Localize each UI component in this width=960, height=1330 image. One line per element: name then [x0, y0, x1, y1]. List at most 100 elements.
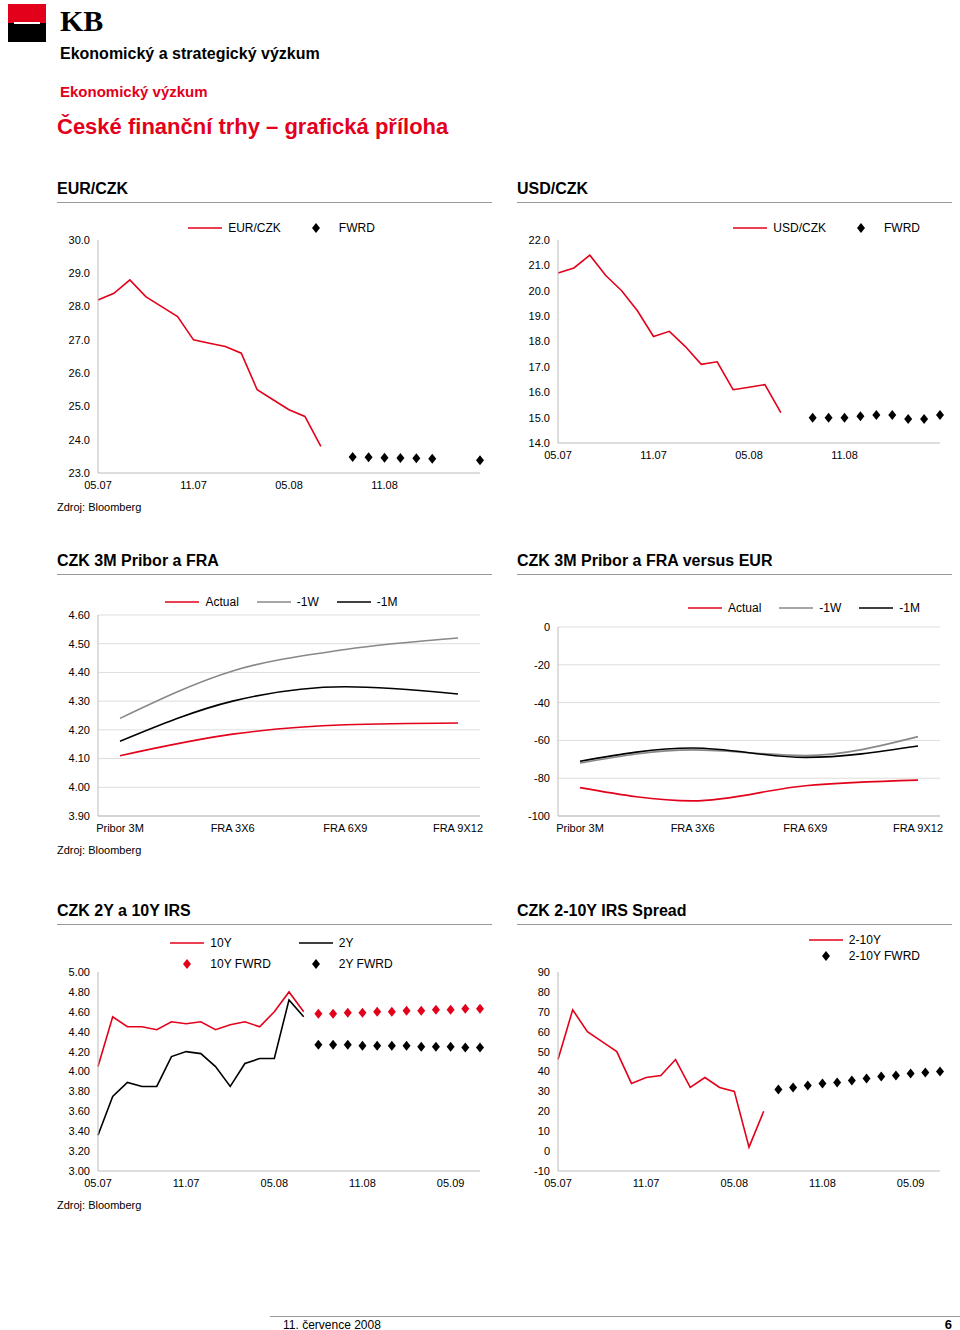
svg-text:Pribor 3M: Pribor 3M [96, 822, 144, 834]
html-text:České finanční trhy – grafická: České finanční trhy – grafická příloha [57, 114, 449, 139]
svg-text:3.00: 3.00 [69, 1165, 90, 1177]
html-text:10Y: 10Y [210, 935, 232, 950]
svg-text:Pribor 3M: Pribor 3M [556, 822, 604, 834]
svg-text:20.0: 20.0 [529, 285, 550, 297]
svg-text:27.0: 27.0 [69, 334, 90, 346]
svg-text:-40: -40 [534, 697, 550, 709]
html-text:Ekonomický výzkum: Ekonomický výzkum [60, 83, 208, 100]
svg-text:05.07: 05.07 [544, 1177, 572, 1189]
svg-text:19.0: 19.0 [529, 310, 550, 322]
svg-text:11.07: 11.07 [173, 1177, 200, 1189]
html-text:2Y FWRD: 2Y FWRD [338, 956, 393, 971]
svg-text:3.80: 3.80 [69, 1085, 90, 1097]
html-text:CZK 2Y a 10Y IRS: CZK 2Y a 10Y IRS [57, 902, 191, 919]
svg-text:4.60: 4.60 [69, 1006, 90, 1018]
svg-text:11.08: 11.08 [349, 1177, 376, 1189]
svg-text:30.0: 30.0 [69, 234, 90, 246]
html-text:-1M: -1M [376, 595, 398, 609]
svg-text:21.0: 21.0 [529, 259, 550, 271]
svg-text:05.08: 05.08 [261, 1177, 289, 1189]
html-text:CZK 3M Pribor a FRA versus EUR: CZK 3M Pribor a FRA versus EUR [517, 552, 773, 569]
svg-text:4.10: 4.10 [69, 752, 90, 764]
svg-text:FRA 6X9: FRA 6X9 [323, 822, 367, 834]
svg-text:30: 30 [538, 1085, 550, 1097]
svg-text:16.0: 16.0 [529, 386, 550, 398]
html-text:FWRD: FWRD [884, 221, 920, 235]
svg-text:40: 40 [538, 1065, 550, 1077]
svg-text:3.60: 3.60 [69, 1105, 90, 1117]
svg-text:05.09: 05.09 [897, 1177, 925, 1189]
svg-text:18.0: 18.0 [529, 335, 550, 347]
svg-text:-80: -80 [534, 772, 550, 784]
svg-text:-20: -20 [534, 659, 550, 671]
svg-text:4.40: 4.40 [69, 666, 90, 678]
svg-text:11.07: 11.07 [640, 449, 667, 461]
svg-text:80: 80 [538, 986, 550, 998]
html-text:-1W: -1W [296, 595, 319, 609]
html-text:2Y: 2Y [338, 935, 354, 950]
html-text:CZK 2-10Y IRS Spread: CZK 2-10Y IRS Spread [517, 902, 687, 919]
html-text:CZK 3M Pribor a FRA: CZK 3M Pribor a FRA [57, 552, 219, 569]
html-text:Actual: Actual [205, 595, 239, 609]
svg-text:29.0: 29.0 [69, 267, 90, 279]
svg-text:FRA 3X6: FRA 3X6 [671, 822, 715, 834]
svg-text:5.00: 5.00 [69, 966, 90, 978]
svg-text:0: 0 [544, 1145, 550, 1157]
svg-text:11.08: 11.08 [809, 1177, 836, 1189]
svg-text:0: 0 [544, 621, 550, 633]
html-text:Ekonomický a strategický výzku: Ekonomický a strategický výzkum [60, 45, 320, 62]
svg-text:20: 20 [538, 1105, 550, 1117]
svg-text:14.0: 14.0 [529, 437, 550, 449]
svg-text:4.80: 4.80 [69, 986, 90, 998]
svg-text:60: 60 [538, 1026, 550, 1038]
svg-text:3.20: 3.20 [69, 1145, 90, 1157]
svg-text:11.07: 11.07 [633, 1177, 660, 1189]
svg-text:FRA 6X9: FRA 6X9 [783, 822, 827, 834]
svg-text:4.00: 4.00 [69, 1065, 90, 1077]
html-text:FWRD: FWRD [338, 221, 375, 235]
svg-text:17.0: 17.0 [529, 361, 550, 373]
svg-text:11.08: 11.08 [831, 449, 858, 461]
svg-text:50: 50 [538, 1046, 550, 1058]
svg-text:90: 90 [538, 966, 550, 978]
svg-text:05.08: 05.08 [275, 479, 303, 491]
svg-text:05.07: 05.07 [544, 449, 572, 461]
svg-text:3.40: 3.40 [69, 1125, 90, 1137]
svg-text:22.0: 22.0 [529, 234, 550, 246]
svg-text:FRA 9X12: FRA 9X12 [893, 822, 943, 834]
svg-text:4.40: 4.40 [69, 1026, 90, 1038]
svg-text:FRA 3X6: FRA 3X6 [211, 822, 255, 834]
html-text:EUR/CZK: EUR/CZK [57, 180, 129, 197]
svg-text:11.08: 11.08 [371, 479, 398, 491]
svg-text:05.07: 05.07 [84, 1177, 112, 1189]
html-text:10Y FWRD: 10Y FWRD [210, 956, 271, 971]
svg-text:FRA 9X12: FRA 9X12 [433, 822, 483, 834]
svg-text:24.0: 24.0 [69, 434, 90, 446]
svg-text:05.08: 05.08 [721, 1177, 749, 1189]
svg-text:05.07: 05.07 [84, 479, 112, 491]
svg-text:-10: -10 [534, 1165, 550, 1177]
html-text:USD/CZK: USD/CZK [517, 180, 589, 197]
svg-text:4.20: 4.20 [69, 1046, 90, 1058]
svg-text:05.09: 05.09 [437, 1177, 465, 1189]
svg-text:26.0: 26.0 [69, 367, 90, 379]
svg-text:23.0: 23.0 [69, 467, 90, 479]
svg-text:4.60: 4.60 [69, 609, 90, 621]
svg-text:4.30: 4.30 [69, 695, 90, 707]
html-text:USD/CZK: USD/CZK [773, 221, 826, 235]
html-text:KB: KB [60, 4, 104, 37]
svg-text:-60: -60 [534, 734, 550, 746]
svg-text:28.0: 28.0 [69, 300, 90, 312]
svg-text:4.50: 4.50 [69, 638, 90, 650]
svg-text:25.0: 25.0 [69, 400, 90, 412]
svg-text:11.07: 11.07 [180, 479, 207, 491]
html-text:EUR/CZK: EUR/CZK [228, 221, 281, 235]
svg-text:15.0: 15.0 [529, 412, 550, 424]
svg-text:70: 70 [538, 1006, 550, 1018]
svg-text:05.08: 05.08 [735, 449, 763, 461]
svg-text:-100: -100 [528, 810, 550, 822]
svg-text:4.00: 4.00 [69, 781, 90, 793]
svg-text:10: 10 [538, 1125, 550, 1137]
svg-text:3.90: 3.90 [69, 810, 90, 822]
svg-text:4.20: 4.20 [69, 724, 90, 736]
